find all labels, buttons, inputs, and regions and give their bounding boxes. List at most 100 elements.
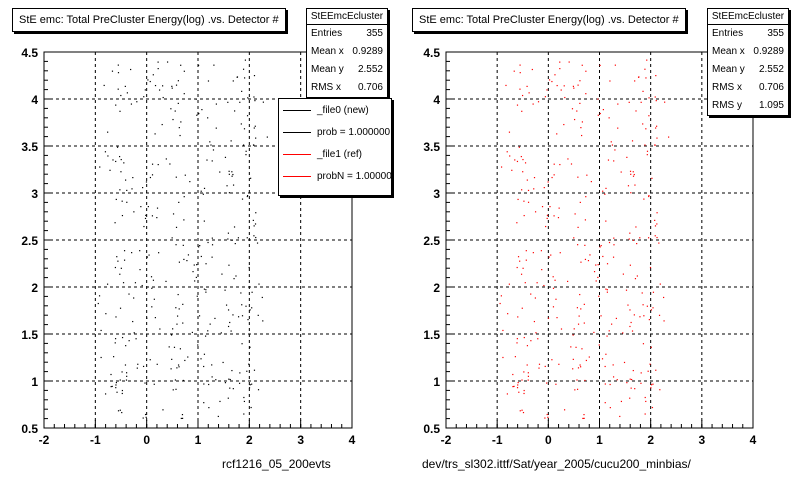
data-point bbox=[659, 389, 661, 391]
data-point bbox=[173, 346, 176, 348]
data-point bbox=[115, 382, 118, 384]
data-point bbox=[251, 307, 253, 309]
x-tick-label: 0 bbox=[545, 433, 552, 447]
data-point bbox=[531, 68, 533, 71]
data-point bbox=[97, 302, 99, 305]
data-point bbox=[627, 185, 630, 187]
x-tick-label: -2 bbox=[39, 433, 50, 447]
data-point bbox=[536, 282, 538, 284]
data-point bbox=[194, 280, 196, 282]
data-point bbox=[205, 291, 207, 293]
y-tick-label: 2 bbox=[31, 281, 38, 295]
data-point bbox=[628, 238, 630, 240]
data-point bbox=[579, 293, 581, 296]
data-point bbox=[555, 383, 557, 385]
data-point bbox=[174, 379, 177, 381]
data-point bbox=[151, 215, 154, 217]
data-point bbox=[255, 236, 257, 239]
data-point bbox=[582, 417, 584, 420]
data-point bbox=[629, 232, 631, 234]
data-point bbox=[159, 328, 161, 330]
data-point bbox=[563, 123, 565, 126]
data-point bbox=[226, 185, 228, 187]
data-point bbox=[570, 163, 573, 165]
data-point bbox=[219, 171, 221, 173]
data-point bbox=[124, 85, 126, 88]
data-point bbox=[511, 169, 513, 171]
data-point bbox=[554, 279, 556, 281]
legend-item-probn: probN = 1.000000 bbox=[279, 165, 391, 187]
data-point bbox=[179, 348, 181, 350]
data-point bbox=[568, 61, 570, 63]
data-point bbox=[180, 121, 182, 123]
data-point bbox=[549, 206, 551, 208]
data-point bbox=[633, 314, 635, 316]
data-point bbox=[614, 64, 616, 66]
data-point bbox=[650, 309, 653, 311]
data-point bbox=[579, 201, 581, 203]
data-point bbox=[580, 308, 582, 310]
data-point bbox=[519, 410, 521, 412]
data-point bbox=[651, 406, 654, 409]
data-point bbox=[110, 373, 112, 376]
data-point bbox=[217, 415, 219, 418]
data-point bbox=[620, 171, 622, 173]
data-point bbox=[632, 175, 635, 177]
data-point bbox=[544, 365, 546, 368]
data-point bbox=[118, 155, 121, 158]
data-point bbox=[241, 198, 244, 200]
data-point bbox=[262, 101, 264, 103]
data-point bbox=[585, 93, 587, 95]
data-point bbox=[521, 189, 523, 191]
data-point bbox=[142, 186, 144, 189]
y-tick-label: 4.5 bbox=[21, 46, 38, 60]
data-point bbox=[546, 217, 548, 220]
y-tick-label: 3 bbox=[31, 187, 38, 201]
data-point bbox=[120, 158, 122, 161]
data-point bbox=[172, 389, 174, 391]
data-point bbox=[212, 149, 215, 151]
data-point bbox=[203, 187, 206, 189]
data-point bbox=[538, 367, 540, 369]
data-point bbox=[208, 383, 210, 386]
data-point bbox=[632, 239, 635, 241]
data-point bbox=[559, 61, 561, 63]
data-point bbox=[499, 302, 501, 305]
data-point bbox=[527, 375, 530, 377]
x-tick-label: 2 bbox=[246, 433, 253, 447]
data-point bbox=[521, 94, 524, 97]
data-point bbox=[254, 100, 256, 102]
data-point bbox=[572, 334, 574, 336]
data-point bbox=[656, 236, 658, 239]
data-point bbox=[521, 110, 523, 112]
data-point bbox=[548, 79, 551, 81]
data-point bbox=[195, 276, 197, 279]
data-point bbox=[230, 140, 232, 142]
y-tick-label: 2 bbox=[433, 281, 440, 295]
data-point bbox=[553, 163, 555, 165]
data-point bbox=[205, 289, 207, 291]
data-point bbox=[589, 254, 591, 256]
data-point bbox=[232, 388, 234, 390]
data-point bbox=[643, 198, 645, 200]
data-point bbox=[197, 64, 200, 66]
data-point bbox=[148, 254, 150, 256]
data-point bbox=[182, 303, 184, 305]
data-point bbox=[517, 384, 519, 386]
data-point bbox=[126, 201, 128, 203]
data-point bbox=[123, 259, 126, 261]
stats-row-mean-y: Mean y 2.552 bbox=[712, 64, 784, 75]
data-point bbox=[598, 344, 600, 346]
data-point bbox=[237, 237, 240, 239]
data-point bbox=[545, 225, 547, 228]
data-point bbox=[608, 117, 610, 119]
data-point bbox=[133, 332, 135, 334]
data-point bbox=[175, 176, 177, 178]
data-point bbox=[577, 176, 579, 178]
data-point bbox=[518, 391, 520, 393]
data-point bbox=[543, 284, 545, 287]
data-point bbox=[564, 96, 566, 99]
data-point bbox=[517, 198, 519, 201]
legend-item-new: _file0 (new) bbox=[279, 99, 391, 121]
data-point bbox=[135, 338, 137, 340]
